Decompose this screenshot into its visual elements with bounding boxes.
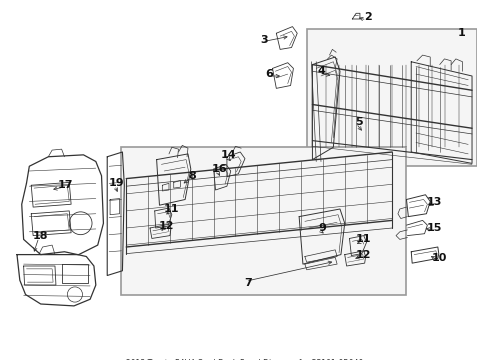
Text: 2013 Toyota RAV4 Cowl Dash Panel Diagram for 55101-0R040: 2013 Toyota RAV4 Cowl Dash Panel Diagram… — [125, 359, 363, 360]
Text: 12: 12 — [158, 221, 174, 231]
Text: 11: 11 — [164, 204, 179, 214]
Text: 10: 10 — [431, 253, 447, 264]
Bar — [121, 147, 406, 294]
Text: 8: 8 — [188, 171, 196, 181]
Text: 16: 16 — [211, 164, 226, 174]
Text: 12: 12 — [355, 249, 371, 260]
Text: 15: 15 — [426, 223, 441, 233]
Bar — [306, 28, 476, 166]
Text: 7: 7 — [244, 278, 251, 288]
Text: 11: 11 — [355, 234, 371, 244]
Text: 1: 1 — [457, 28, 465, 38]
Text: 18: 18 — [33, 231, 48, 240]
Text: 5: 5 — [354, 117, 362, 127]
Text: 13: 13 — [426, 197, 441, 207]
Text: 4: 4 — [316, 66, 324, 76]
Text: 14: 14 — [221, 150, 236, 160]
Text: 6: 6 — [264, 69, 272, 79]
Text: 3: 3 — [260, 35, 267, 45]
Text: 9: 9 — [317, 223, 325, 233]
Text: 19: 19 — [109, 178, 124, 188]
Text: 17: 17 — [58, 180, 73, 190]
Text: 2: 2 — [364, 12, 371, 22]
